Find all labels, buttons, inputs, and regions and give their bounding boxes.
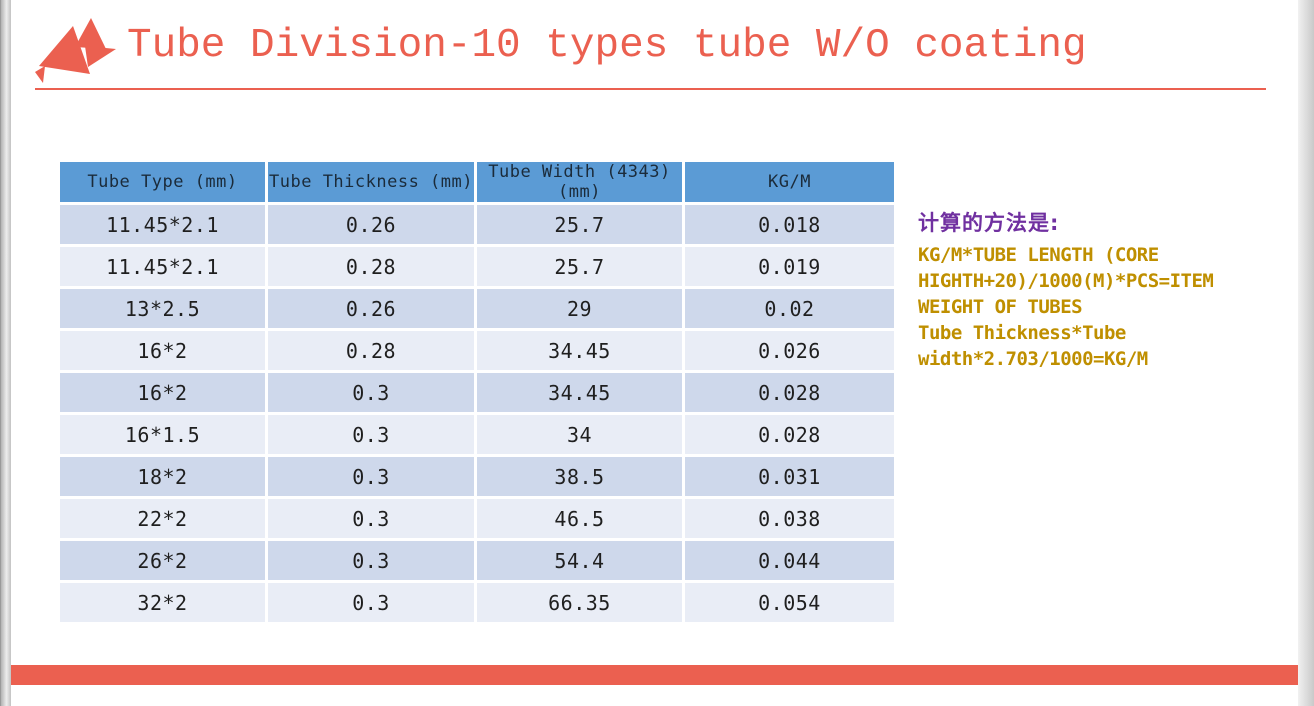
table-row: 16*1.5 0.3 34 0.028 [60,415,894,454]
table-cell: 0.3 [268,499,474,538]
table-cell: 0.026 [685,331,894,370]
table-cell: 0.019 [685,247,894,286]
table-cell: 38.5 [477,457,682,496]
bottom-accent-bar [11,665,1298,685]
table-cell: 16*2 [60,331,265,370]
note-body: KG/M*TUBE LENGTH (CORE HIGHTH+20)/1000(M)… [918,242,1278,372]
table-cell: 0.028 [685,373,894,412]
slide-left-edge [0,0,11,706]
table-cell: 16*1.5 [60,415,265,454]
table-cell: 0.3 [268,373,474,412]
table-cell: 0.02 [685,289,894,328]
tube-spec-table: Tube Type (mm) Tube Thickness (mm) Tube Wi… [57,159,897,625]
column-header: Tube Width (4343) (mm) [477,162,682,202]
page-title: Tube Division-10 types tube W/O coating [127,23,1087,69]
table-cell: 0.3 [268,415,474,454]
table-cell: 0.3 [268,457,474,496]
table-row: 11.45*2.1 0.26 25.7 0.018 [60,205,894,244]
red-triangles-logo-icon [35,18,116,83]
table-cell: 54.4 [477,541,682,580]
table-cell: 26*2 [60,541,265,580]
table-cell: 46.5 [477,499,682,538]
table-cell: 25.7 [477,247,682,286]
note-heading: 计算的方法是: [918,211,1060,235]
table-cell: 0.031 [685,457,894,496]
table-cell: 18*2 [60,457,265,496]
table-row: 18*2 0.3 38.5 0.031 [60,457,894,496]
table-cell: 25.7 [477,205,682,244]
table-cell: 34.45 [477,331,682,370]
table-cell: 34.45 [477,373,682,412]
table-cell: 66.35 [477,583,682,622]
table-row: 13*2.5 0.26 29 0.02 [60,289,894,328]
table-cell: 11.45*2.1 [60,205,265,244]
note-line: KG/M*TUBE LENGTH (CORE [918,244,1159,266]
table-row: 16*2 0.3 34.45 0.028 [60,373,894,412]
table-cell: 0.038 [685,499,894,538]
table-row: 11.45*2.1 0.28 25.7 0.019 [60,247,894,286]
slide-right-edge [1298,0,1314,706]
table-cell: 0.044 [685,541,894,580]
table-cell: 0.28 [268,331,474,370]
table-row: 26*2 0.3 54.4 0.044 [60,541,894,580]
table-cell: 0.054 [685,583,894,622]
column-header: Tube Thickness (mm) [268,162,474,202]
column-header: Tube Type (mm) [60,162,265,202]
table-cell: 22*2 [60,499,265,538]
table-cell: 0.028 [685,415,894,454]
table-header-row: Tube Type (mm) Tube Thickness (mm) Tube Wi… [60,162,894,202]
note-line: width*2.703/1000=KG/M [918,348,1148,370]
table-row: 32*2 0.3 66.35 0.054 [60,583,894,622]
column-header: KG/M [685,162,894,202]
table-cell: 0.28 [268,247,474,286]
table-cell: 0.3 [268,583,474,622]
calculation-note: 计算的方法是: KG/M*TUBE LENGTH (CORE HIGHTH+20)… [918,209,1278,372]
table-cell: 29 [477,289,682,328]
note-line: HIGHTH+20)/1000(M)*PCS=ITEM [918,270,1214,292]
table-cell: 32*2 [60,583,265,622]
note-line: Tube Thickness*Tube [918,322,1126,344]
table-cell: 0.018 [685,205,894,244]
title-underline [35,88,1266,90]
note-line: WEIGHT OF TUBES [918,296,1083,318]
table-cell: 0.3 [268,541,474,580]
table-cell: 13*2.5 [60,289,265,328]
table-cell: 0.26 [268,205,474,244]
table-row: 22*2 0.3 46.5 0.038 [60,499,894,538]
table-row: 16*2 0.28 34.45 0.026 [60,331,894,370]
table-cell: 16*2 [60,373,265,412]
table-cell: 34 [477,415,682,454]
table-cell: 11.45*2.1 [60,247,265,286]
table-cell: 0.26 [268,289,474,328]
